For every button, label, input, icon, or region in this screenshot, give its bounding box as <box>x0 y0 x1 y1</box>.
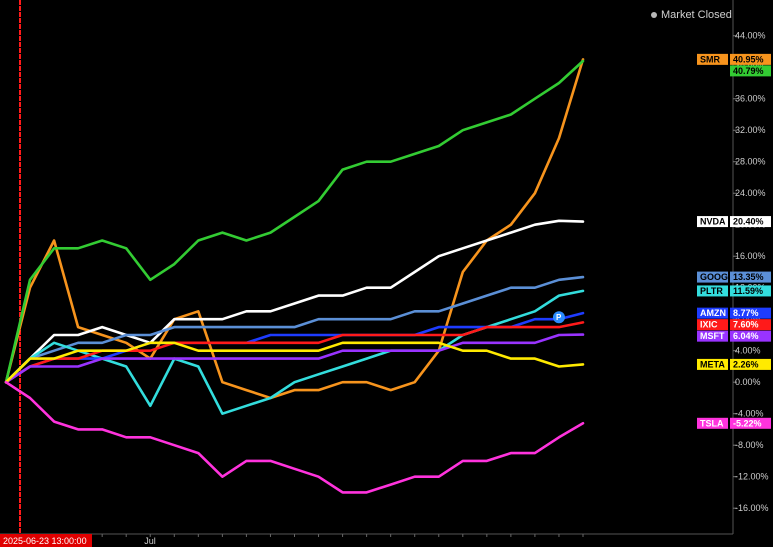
value-tag-name-bg <box>697 216 728 228</box>
series-line-series-1 <box>4 59 585 384</box>
value-tag-label: 40.95% <box>733 54 764 64</box>
value-tag-label: -5.22% <box>733 418 762 428</box>
value-tag-bg <box>730 271 771 283</box>
value-tag-bg <box>730 319 771 331</box>
value-tag-name: NVDA <box>700 217 726 227</box>
value-tag-name-bg <box>697 319 728 331</box>
value-tag-name-bg <box>697 271 728 283</box>
value-tag-name-bg <box>697 307 728 319</box>
series-line-smr <box>4 58 585 400</box>
y-tick-label: 16.00% <box>735 251 766 261</box>
cursor-date-badge <box>0 534 92 547</box>
value-tag-name: MSFT <box>700 331 725 341</box>
value-tag-label: 8.77% <box>733 308 759 318</box>
annotation-marker[interactable] <box>552 311 565 324</box>
cursor-date-label: 2025-06-23 13:00:00 <box>3 536 87 546</box>
value-tag-label: 2.26% <box>733 359 759 369</box>
x-tick-label: Jul <box>144 536 156 546</box>
value-tag-name: GOOG <box>700 272 728 282</box>
y-tick-label: 24.00% <box>735 188 766 198</box>
series-line-msft <box>4 333 585 384</box>
y-tick-label: -16.00% <box>735 503 769 513</box>
y-tick-label: 32.00% <box>735 125 766 135</box>
value-tag-name: META <box>700 359 725 369</box>
value-tag-label: 13.35% <box>733 272 764 282</box>
value-tag-bg <box>730 65 771 77</box>
y-tick-label: 0.00% <box>735 377 761 387</box>
value-tag-name: IXIC <box>700 320 718 330</box>
value-tag-name-bg <box>697 358 728 370</box>
series-line-tsla <box>4 380 585 494</box>
value-tag-label: 20.40% <box>733 217 764 227</box>
value-tag-bg <box>730 53 771 65</box>
y-tick-label: -12.00% <box>735 472 769 482</box>
status-dot-icon <box>651 12 657 18</box>
series-line-pltr <box>4 289 585 416</box>
y-tick-label: -4.00% <box>735 409 764 419</box>
y-tick-label: 36.00% <box>735 94 766 104</box>
value-tag-name-bg <box>697 285 728 297</box>
value-tag-name: PLTR <box>700 286 723 296</box>
y-tick-label: -8.00% <box>735 440 764 450</box>
value-tag-bg <box>730 216 771 228</box>
series-line-meta <box>4 341 585 384</box>
value-tag-label: 7.60% <box>733 320 759 330</box>
y-tick-label: 28.00% <box>735 157 766 167</box>
y-tick-label: 44.00% <box>735 31 766 41</box>
y-tick-label: 4.00% <box>735 346 761 356</box>
value-tag-label: 40.79% <box>733 66 764 76</box>
value-tag-bg <box>730 307 771 319</box>
market-status-text: Market Closed <box>661 9 732 21</box>
series-line-nvda <box>4 219 585 384</box>
value-tag-bg <box>730 358 771 370</box>
value-tag-bg <box>730 285 771 297</box>
value-tag-name: SMR <box>700 54 721 64</box>
value-tag-name: TSLA <box>700 418 724 428</box>
annotation-label: P <box>556 313 562 322</box>
market-status: Market Closed <box>651 9 732 21</box>
value-tag-label: 11.59% <box>733 286 763 296</box>
value-tag-name-bg <box>697 53 728 65</box>
value-tag-name-bg <box>697 417 728 429</box>
value-tag-bg <box>730 330 771 342</box>
value-tag-name: AMZN <box>700 308 726 318</box>
value-tag-label: 6.04% <box>733 331 759 341</box>
value-tag-name-bg <box>697 330 728 342</box>
value-tag-bg <box>730 417 771 429</box>
series-line-goog <box>4 275 585 384</box>
